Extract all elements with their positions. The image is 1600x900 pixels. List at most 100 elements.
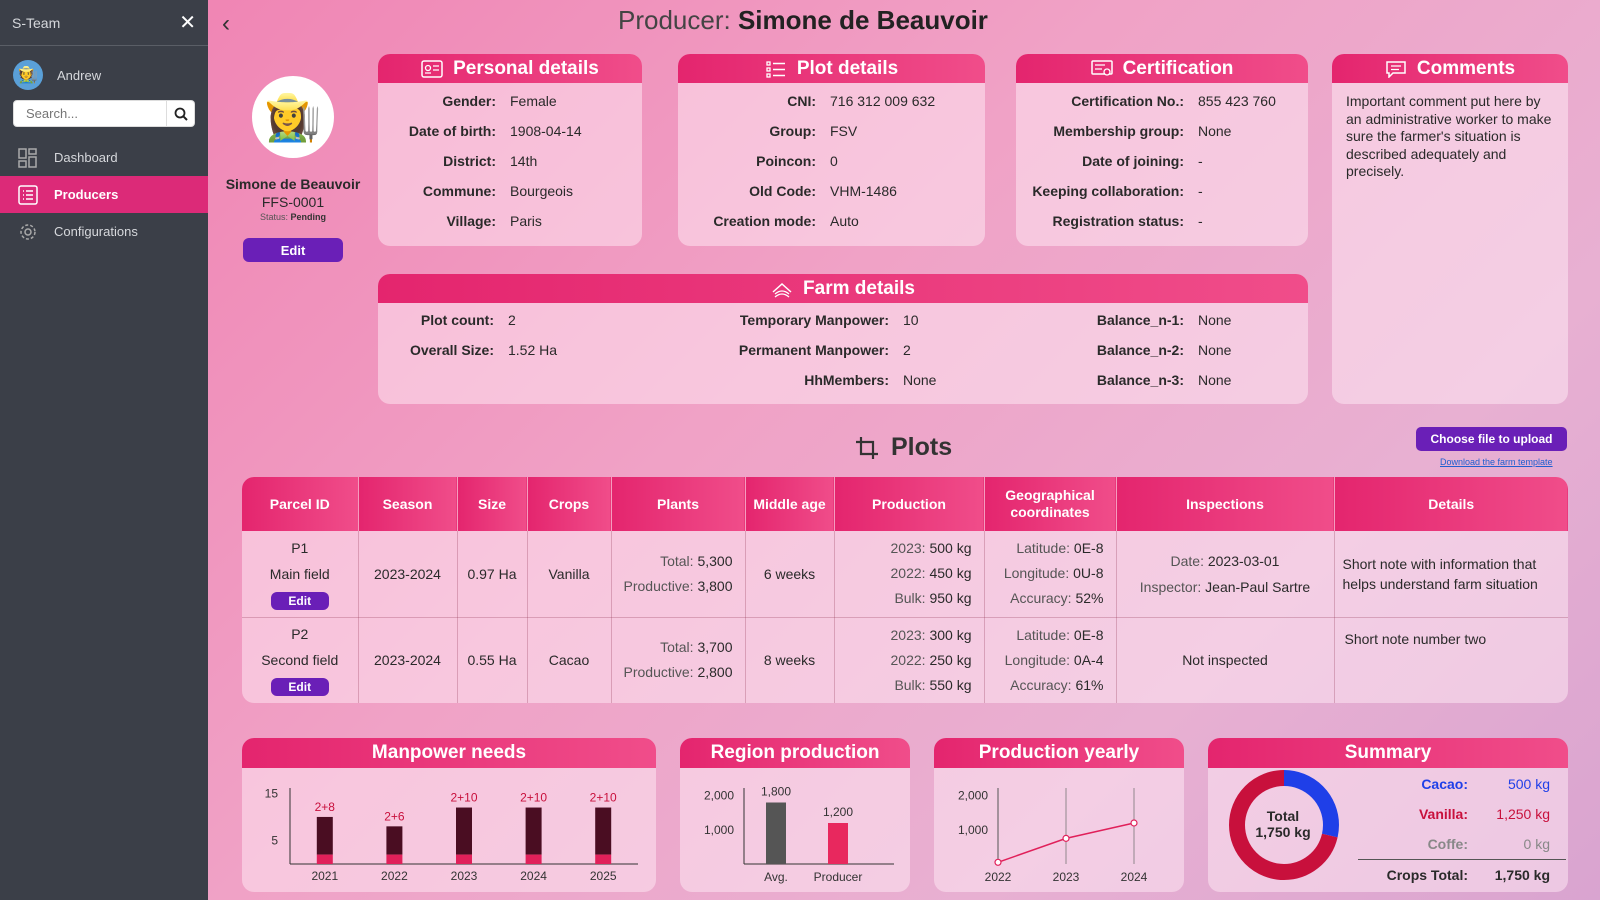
card-title: Production yearly [978, 742, 1140, 763]
donut-label: Total [1266, 808, 1300, 824]
bar-segment-additional [456, 807, 472, 855]
kv-value: - [1198, 213, 1203, 229]
summary-row-coffe: Coffe: 0 kg [1358, 829, 1566, 859]
avatar: 🧑‍🌾 [13, 60, 43, 90]
table-row: P2 Second field Edit 2023-2024 0.55 Ha Cac… [242, 617, 1568, 703]
production-label: 2023: [890, 626, 926, 643]
production-label: Bulk: [894, 676, 926, 693]
kv-key: Creation mode: [713, 213, 816, 229]
kv-row: Group: FSV [678, 116, 985, 146]
bar-segment-base [595, 854, 612, 864]
kv-row: Certification No.: 855 423 760 [1016, 86, 1308, 116]
kv-key: CNI: [787, 93, 816, 109]
kv-value: 0 [830, 153, 838, 169]
kv-key: Registration status: [1052, 213, 1184, 229]
manpower-chart: 5 15 2+8 2021 2+6 2022 2+10 2023 2+10 2024 2+10 202… [265, 786, 638, 883]
production-label: 2022: [890, 565, 926, 582]
choose-file-button[interactable]: Choose file to upload [1416, 427, 1567, 451]
longitude: Longitude: 0U-8 [985, 561, 1104, 586]
kv-row: Balance_n-3: None [1008, 365, 1308, 395]
summary-key: Cacao: [1421, 776, 1468, 792]
sidebar: S-Team ✕ 🧑‍🌾 Andrew Dashboard Producers … [0, 0, 208, 900]
col-header: Season [358, 477, 458, 531]
parcel-cell: P1 Main field Edit [242, 531, 359, 618]
gear-icon [20, 223, 36, 240]
col-header: Parcel ID [242, 477, 359, 531]
search-input[interactable] [13, 100, 167, 127]
plots-title: Plots [891, 433, 953, 461]
parcel-field: Second field [261, 652, 339, 669]
kv-key: Plot count: [420, 312, 494, 328]
sidebar-user[interactable]: 🧑‍🌾 Andrew [0, 46, 208, 100]
kv-row: Old Code: VHM-1486 [678, 176, 985, 206]
summary-value: 1,750 kg [1494, 866, 1550, 883]
kv-key: Membership group: [1053, 123, 1184, 139]
comment-icon [1386, 60, 1406, 78]
bar-data-label: 2+10 [450, 791, 477, 805]
age-cell: 6 weeks [745, 531, 835, 618]
plants-productive-value: 2,800 [697, 664, 733, 681]
summary-donut: Total 1,750 kg [1208, 768, 1358, 892]
plots-table: Parcel ID Season Size Crops Plants Middl… [242, 477, 1568, 703]
card-header: Summary [1208, 738, 1568, 768]
kv-key: Gender: [442, 93, 496, 109]
plants-total-value: 3,700 [697, 639, 733, 656]
download-template-link[interactable]: Download the farm template [1440, 457, 1553, 467]
kv-key: Balance_n-2: [1096, 342, 1184, 358]
coord-label: Longitude: [1003, 565, 1070, 582]
production-value: 550 kg [929, 676, 972, 693]
sidebar-item-producers[interactable]: Producers [0, 176, 208, 213]
back-icon[interactable]: ‹ [222, 10, 230, 37]
kv-row: Temporary Manpower: 10 [708, 305, 1008, 335]
edit-producer-button[interactable]: Edit [243, 238, 343, 262]
production-2023: 2023: 300 kg [835, 623, 972, 648]
edit-plot-button[interactable]: Edit [270, 591, 329, 610]
card-header: Production yearly [934, 738, 1184, 768]
production-label: 2022: [890, 651, 926, 668]
page-title-prefix: Producer: [618, 5, 731, 35]
kv-row: Permanent Manpower: 2 [708, 335, 1008, 365]
latitude: Latitude: 0E-8 [985, 623, 1103, 648]
kv-value: VHM-1486 [830, 183, 897, 199]
table-header-row: Parcel ID Season Size Crops Plants Middl… [242, 477, 1568, 531]
close-icon[interactable]: ✕ [179, 12, 196, 34]
card-title: Comments [1416, 57, 1516, 79]
farm-col-1: Plot count: 2 Overall Size: 1.52 Ha [378, 305, 708, 395]
search-button[interactable] [167, 100, 195, 127]
latitude: Latitude: 0E-8 [985, 536, 1103, 561]
donut-chart [1229, 770, 1339, 880]
production-value: 950 kg [929, 590, 972, 607]
coord-value: 0U-8 [1073, 565, 1104, 582]
x-tick-label: 2024 [520, 869, 547, 883]
plants-total-label: Total: [660, 552, 694, 569]
bar-data-label: 2+10 [590, 791, 617, 805]
bar-segment-base [456, 854, 472, 864]
sidebar-item-configurations[interactable]: Configurations [0, 213, 208, 250]
kv-value: Paris [510, 213, 542, 229]
production-label: Bulk: [894, 590, 926, 607]
dashboard-icon [18, 147, 37, 168]
inspections-cell: Not inspected [1116, 617, 1335, 703]
search-icon [174, 107, 188, 121]
bar [828, 823, 848, 864]
sidebar-item-dashboard[interactable]: Dashboard [0, 139, 208, 176]
edit-plot-button[interactable]: Edit [270, 678, 329, 697]
kv-value: - [1198, 183, 1203, 199]
kv-key: Overall Size: [409, 342, 494, 358]
bar-data-label: 2+10 [520, 791, 547, 805]
kv-value: Female [510, 93, 557, 109]
x-tick-label: 2025 [590, 869, 617, 883]
sidebar-header: S-Team ✕ [0, 0, 208, 46]
avatar: 👩‍🌾 [252, 76, 334, 158]
production-bulk: Bulk: 550 kg [835, 673, 972, 698]
certification-card: Certification Certification No.: 855 423 … [1016, 54, 1308, 246]
status-label: Status: [259, 212, 288, 222]
x-tick-label: 2022 [381, 869, 408, 883]
certificate-icon [1090, 59, 1113, 76]
card-title: Summary [1344, 742, 1432, 763]
kv-value: 1908-04-14 [510, 123, 582, 139]
bar-data-label: 1,200 [823, 805, 853, 819]
plants-total-label: Total: [660, 639, 694, 656]
coord-value: 61% [1075, 676, 1104, 693]
size-cell: 0.55 Ha [457, 617, 528, 703]
